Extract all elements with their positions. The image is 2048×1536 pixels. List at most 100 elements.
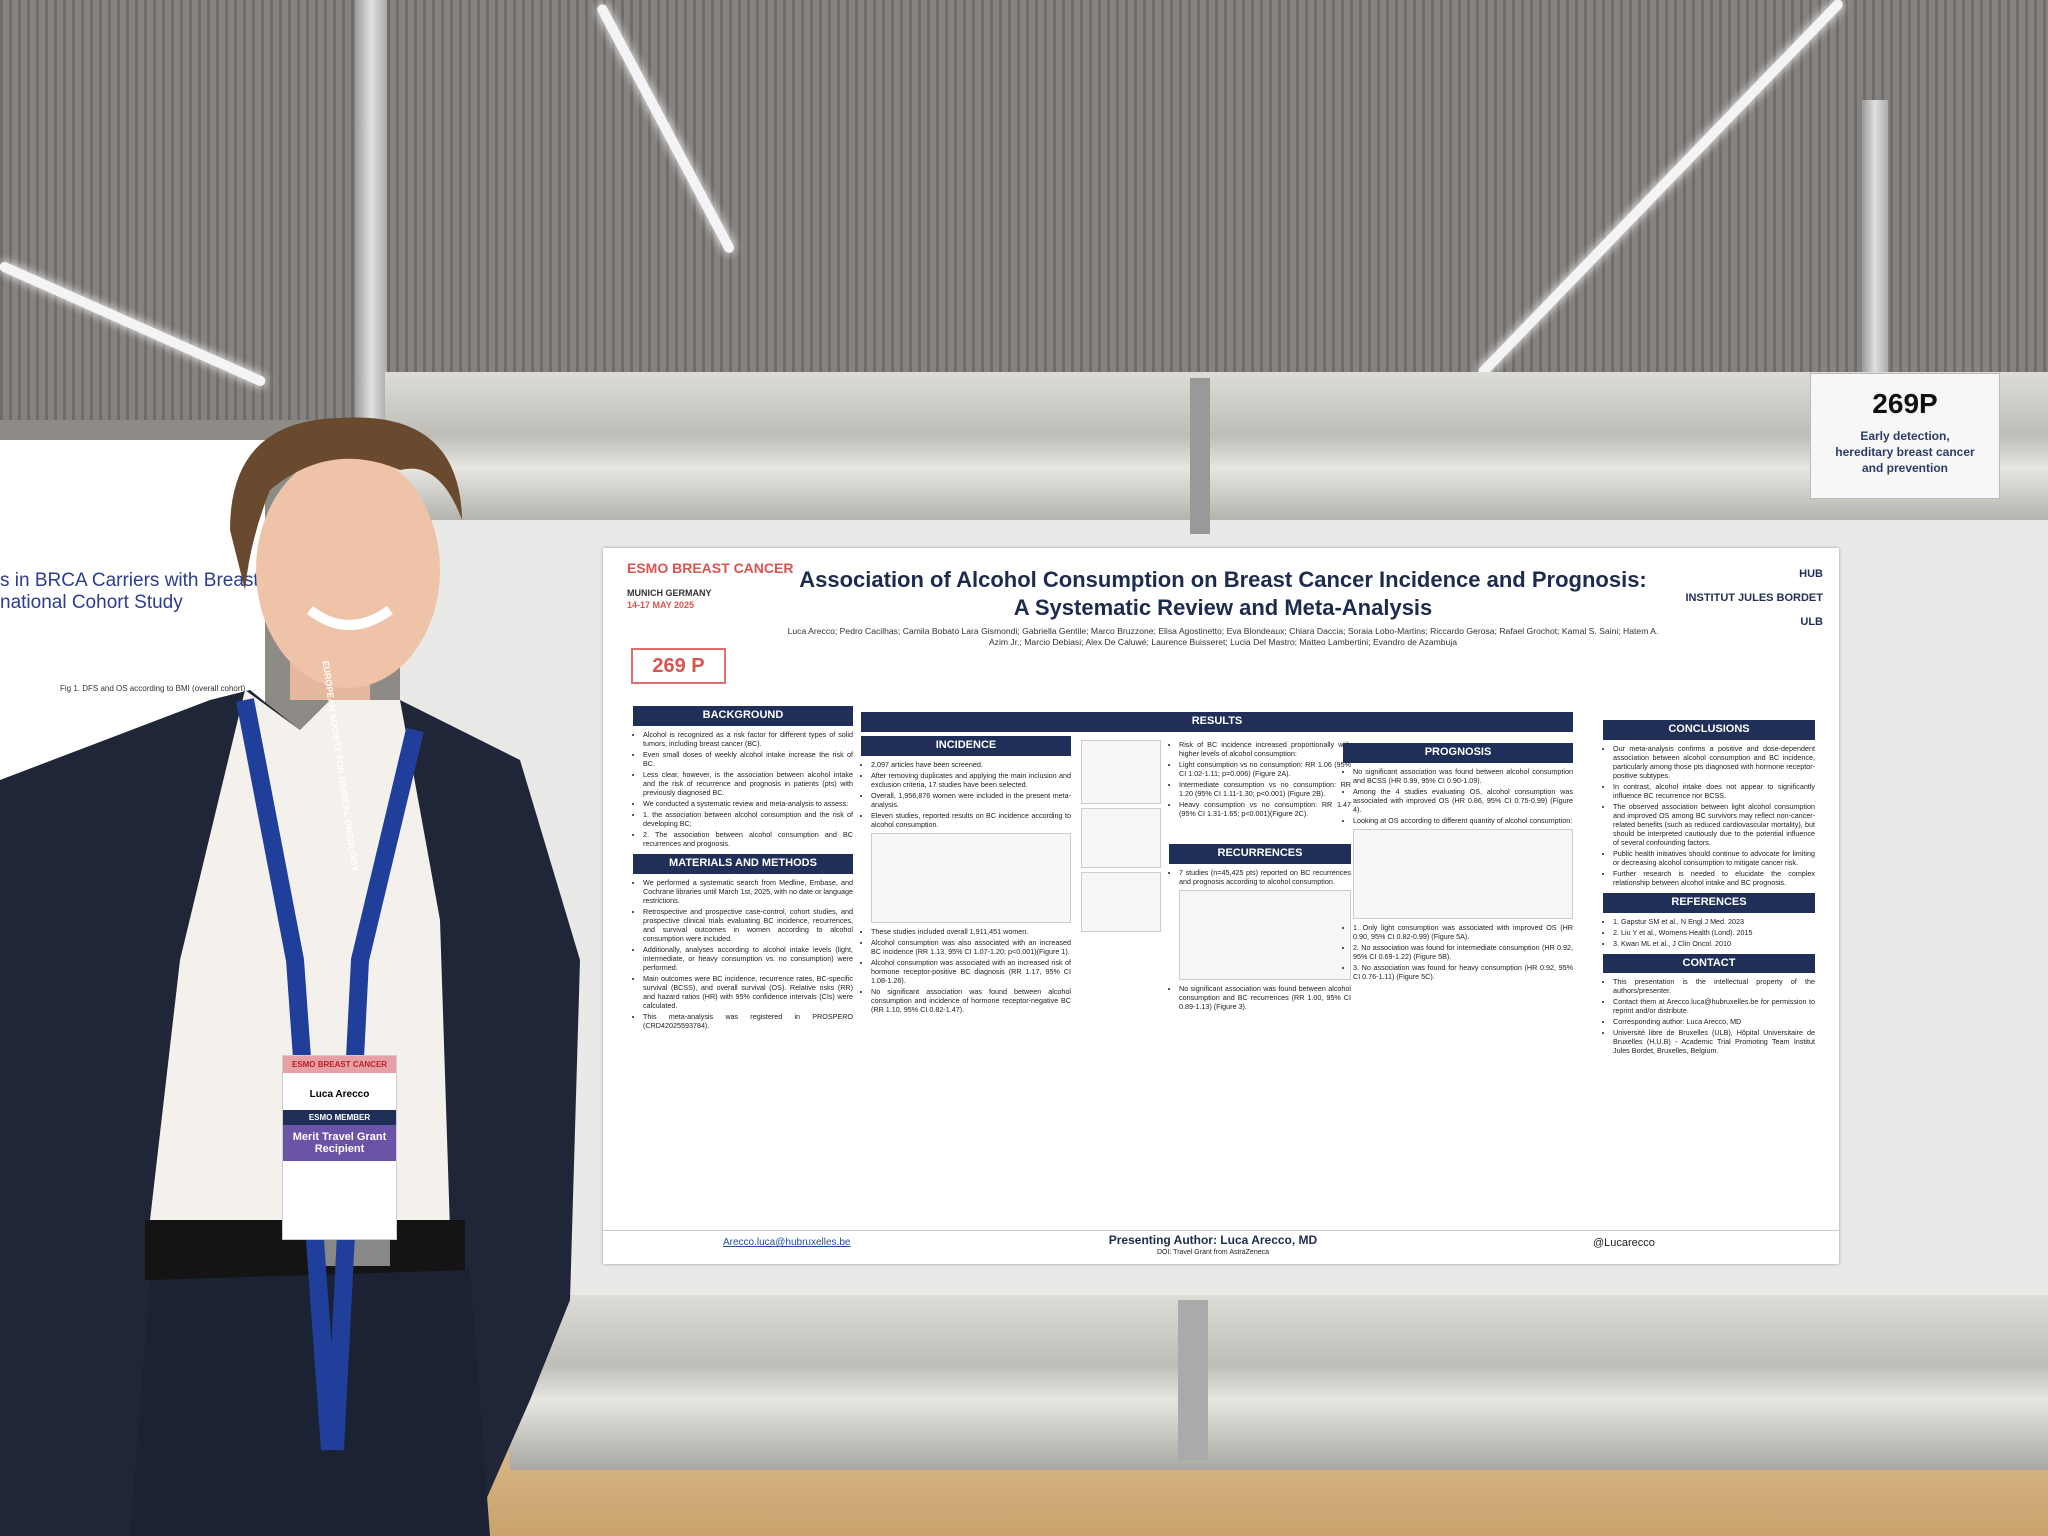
left-column: BACKGROUND Alcohol is recognized as a ris…	[633, 706, 853, 1036]
badge-grant: Merit Travel Grant Recipient	[283, 1125, 396, 1161]
figure	[1081, 808, 1161, 868]
bullet: 7 studies (n=45,425 pts) reported on BC …	[1179, 868, 1351, 886]
logo: HUB	[1799, 568, 1823, 580]
forest-plot	[1353, 828, 1573, 919]
bullet: Further research is needed to elucidate …	[1613, 869, 1815, 887]
bullet: These studies included overall 1,911,451…	[871, 927, 1071, 936]
bullet: After removing duplicates and applying t…	[871, 771, 1071, 789]
figure	[1081, 740, 1161, 804]
section-heading: RESULTS	[861, 712, 1573, 732]
name-badge: ESMO BREAST CANCER Luca Arecco ESMO MEMB…	[282, 1055, 397, 1240]
neighbor-subtitle: national Cohort Study	[0, 592, 183, 613]
trousers	[130, 1270, 490, 1536]
bullet: Overall, 1,956,876 women were included i…	[871, 791, 1071, 809]
bullet: Corresponding author: Luca Arecco, MD	[1613, 1017, 1815, 1026]
authors: Luca Arecco; Pedro Cacilhas; Camila Boba…	[787, 626, 1659, 647]
section-heading: PROGNOSIS	[1343, 743, 1573, 763]
bullet: 3. No association was found for heavy co…	[1353, 963, 1573, 981]
bullet-list: Risk of BC incidence increased proportio…	[1169, 740, 1351, 818]
section: BACKGROUND Alcohol is recognized as a ris…	[633, 706, 853, 848]
bullet: Looking at OS according to different qua…	[1353, 816, 1573, 825]
bullet: Contact them at Arecco.luca@hubruxelles.…	[1613, 997, 1815, 1015]
bullet: Alcohol consumption was associated with …	[871, 958, 1071, 985]
social: @Lucarecco	[1593, 1237, 1655, 1249]
figure	[1081, 872, 1161, 932]
section-heading: CONCLUSIONS	[1603, 720, 1815, 740]
pillar	[355, 0, 387, 420]
bullet: 2,097 articles have been screened.	[871, 760, 1071, 769]
clip	[1178, 1300, 1208, 1460]
bullet: Retrospective and prospective case-contr…	[643, 907, 853, 943]
bullet: 2. Liu Y et al., Womens Health (Lond). 2…	[1613, 928, 1815, 937]
bullet-list: No significant association was found bet…	[1343, 767, 1573, 981]
logos: HUB INSTITUT JULES BORDET ULB	[1683, 568, 1823, 639]
bullet: No significant association was found bet…	[871, 987, 1071, 1014]
sign-topic: Early detection, hereditary breast cance…	[1835, 429, 1975, 476]
results: RESULTS	[861, 712, 1573, 736]
section: MATERIALS AND METHODS We performed a syst…	[633, 853, 853, 1030]
section: REFERENCES 1. Gapstur SM et al., N Engl J…	[1603, 892, 1815, 948]
bullet: This presentation is the intellectual pr…	[1613, 977, 1815, 995]
section: INCIDENCE 2,097 articles have been screen…	[861, 736, 1071, 1014]
bullet: We performed a systematic search from Me…	[643, 878, 853, 905]
bullet: Less clear, however, is the association …	[643, 770, 853, 797]
badge-member: ESMO MEMBER	[283, 1110, 396, 1125]
poster: ESMO BREAST CANCER MUNICH GERMANY 14-17 …	[603, 548, 1839, 1264]
lanyard	[326, 727, 424, 1451]
bullet: 1. Only light consumption was associated…	[1353, 923, 1573, 941]
bullet: 1. the association between alcohol consu…	[643, 810, 853, 828]
bullet: Light consumption vs no consumption: RR …	[1179, 760, 1351, 778]
person	[0, 417, 580, 1536]
clip	[1190, 378, 1210, 534]
hair	[230, 417, 462, 590]
bullet: The observed association between light a…	[1613, 802, 1815, 847]
email: Arecco.luca@hubruxelles.be	[723, 1237, 851, 1248]
section: CONTACT This presentation is the intellec…	[1603, 953, 1815, 1055]
bullet: Eleven studies, reported results on BC i…	[871, 811, 1071, 829]
smile	[306, 605, 393, 630]
board-frame-bottom	[510, 1295, 2048, 1470]
presenting-author: Presenting Author: Luca Arecco, MD	[1108, 1233, 1318, 1247]
section-heading: BACKGROUND	[633, 706, 853, 726]
section: CONCLUSIONS Our meta-analysis confirms a …	[1603, 720, 1815, 887]
poster-title: Association of Alcohol Consumption on Br…	[783, 566, 1663, 621]
bullet: Risk of BC incidence increased proportio…	[1179, 740, 1351, 758]
bullet: Public health initiatives should continu…	[1613, 849, 1815, 867]
title: Association of Alcohol Consumption on Br…	[799, 567, 1647, 592]
bullet: Heavy consumption vs no consumption: RR …	[1179, 800, 1351, 818]
section: Risk of BC incidence increased proportio…	[1169, 740, 1351, 818]
bullet-list: This presentation is the intellectual pr…	[1603, 977, 1815, 1055]
section: PROGNOSIS No significant association was …	[1343, 743, 1573, 981]
ceiling	[0, 0, 2048, 420]
forest-plot	[871, 832, 1071, 923]
right-column: CONCLUSIONS Our meta-analysis confirms a …	[1603, 720, 1815, 1061]
lanyard	[236, 698, 339, 1451]
poster-number: 269 P	[631, 648, 726, 684]
sign-code: 269P	[1872, 388, 1938, 419]
logo: ULB	[1800, 615, 1823, 628]
bullet: 2. No association was found for intermed…	[1353, 943, 1573, 961]
bullet: Even small doses of weekly alcohol intak…	[643, 750, 853, 768]
subtitle: A Systematic Review and Meta-Analysis	[1013, 594, 1433, 620]
bullet-list: Alcohol is recognized as a risk factor f…	[633, 730, 853, 848]
bullet: In contrast, alcohol intake does not app…	[1613, 782, 1815, 800]
levels-column: Risk of BC incidence increased proportio…	[1169, 740, 1351, 1017]
badge-name: Luca Arecco	[309, 1089, 370, 1100]
incidence-column: INCIDENCE 2,097 articles have been screen…	[861, 736, 1071, 1020]
face	[256, 452, 440, 688]
bullet: Alcohol is recognized as a risk factor f…	[643, 730, 853, 748]
bullet: 3. Kwan ML et al., J Clin Oncol. 2010	[1613, 939, 1815, 948]
board-sign: 269P Early detection, hereditary breast …	[1810, 373, 2000, 499]
section: RECURRENCES 7 studies (n=45,425 pts) repo…	[1169, 844, 1351, 1011]
section-heading: REFERENCES	[1603, 892, 1815, 913]
forest-plot	[1179, 889, 1351, 980]
section-heading: CONTACT	[1603, 953, 1815, 974]
bullet: No significant association was found bet…	[1179, 984, 1351, 1011]
bullet-list: Our meta-analysis confirms a positive an…	[1603, 744, 1815, 887]
bullet: Among the 4 studies evaluating OS, alcoh…	[1353, 787, 1573, 814]
location: MUNICH GERMANY	[627, 588, 712, 598]
bullet-list: 1. Gapstur SM et al., N Engl J Med. 2023…	[1603, 917, 1815, 948]
bullet-list: 7 studies (n=45,425 pts) reported on BC …	[1169, 868, 1351, 1011]
bullet-list: We performed a systematic search from Me…	[633, 878, 853, 1030]
